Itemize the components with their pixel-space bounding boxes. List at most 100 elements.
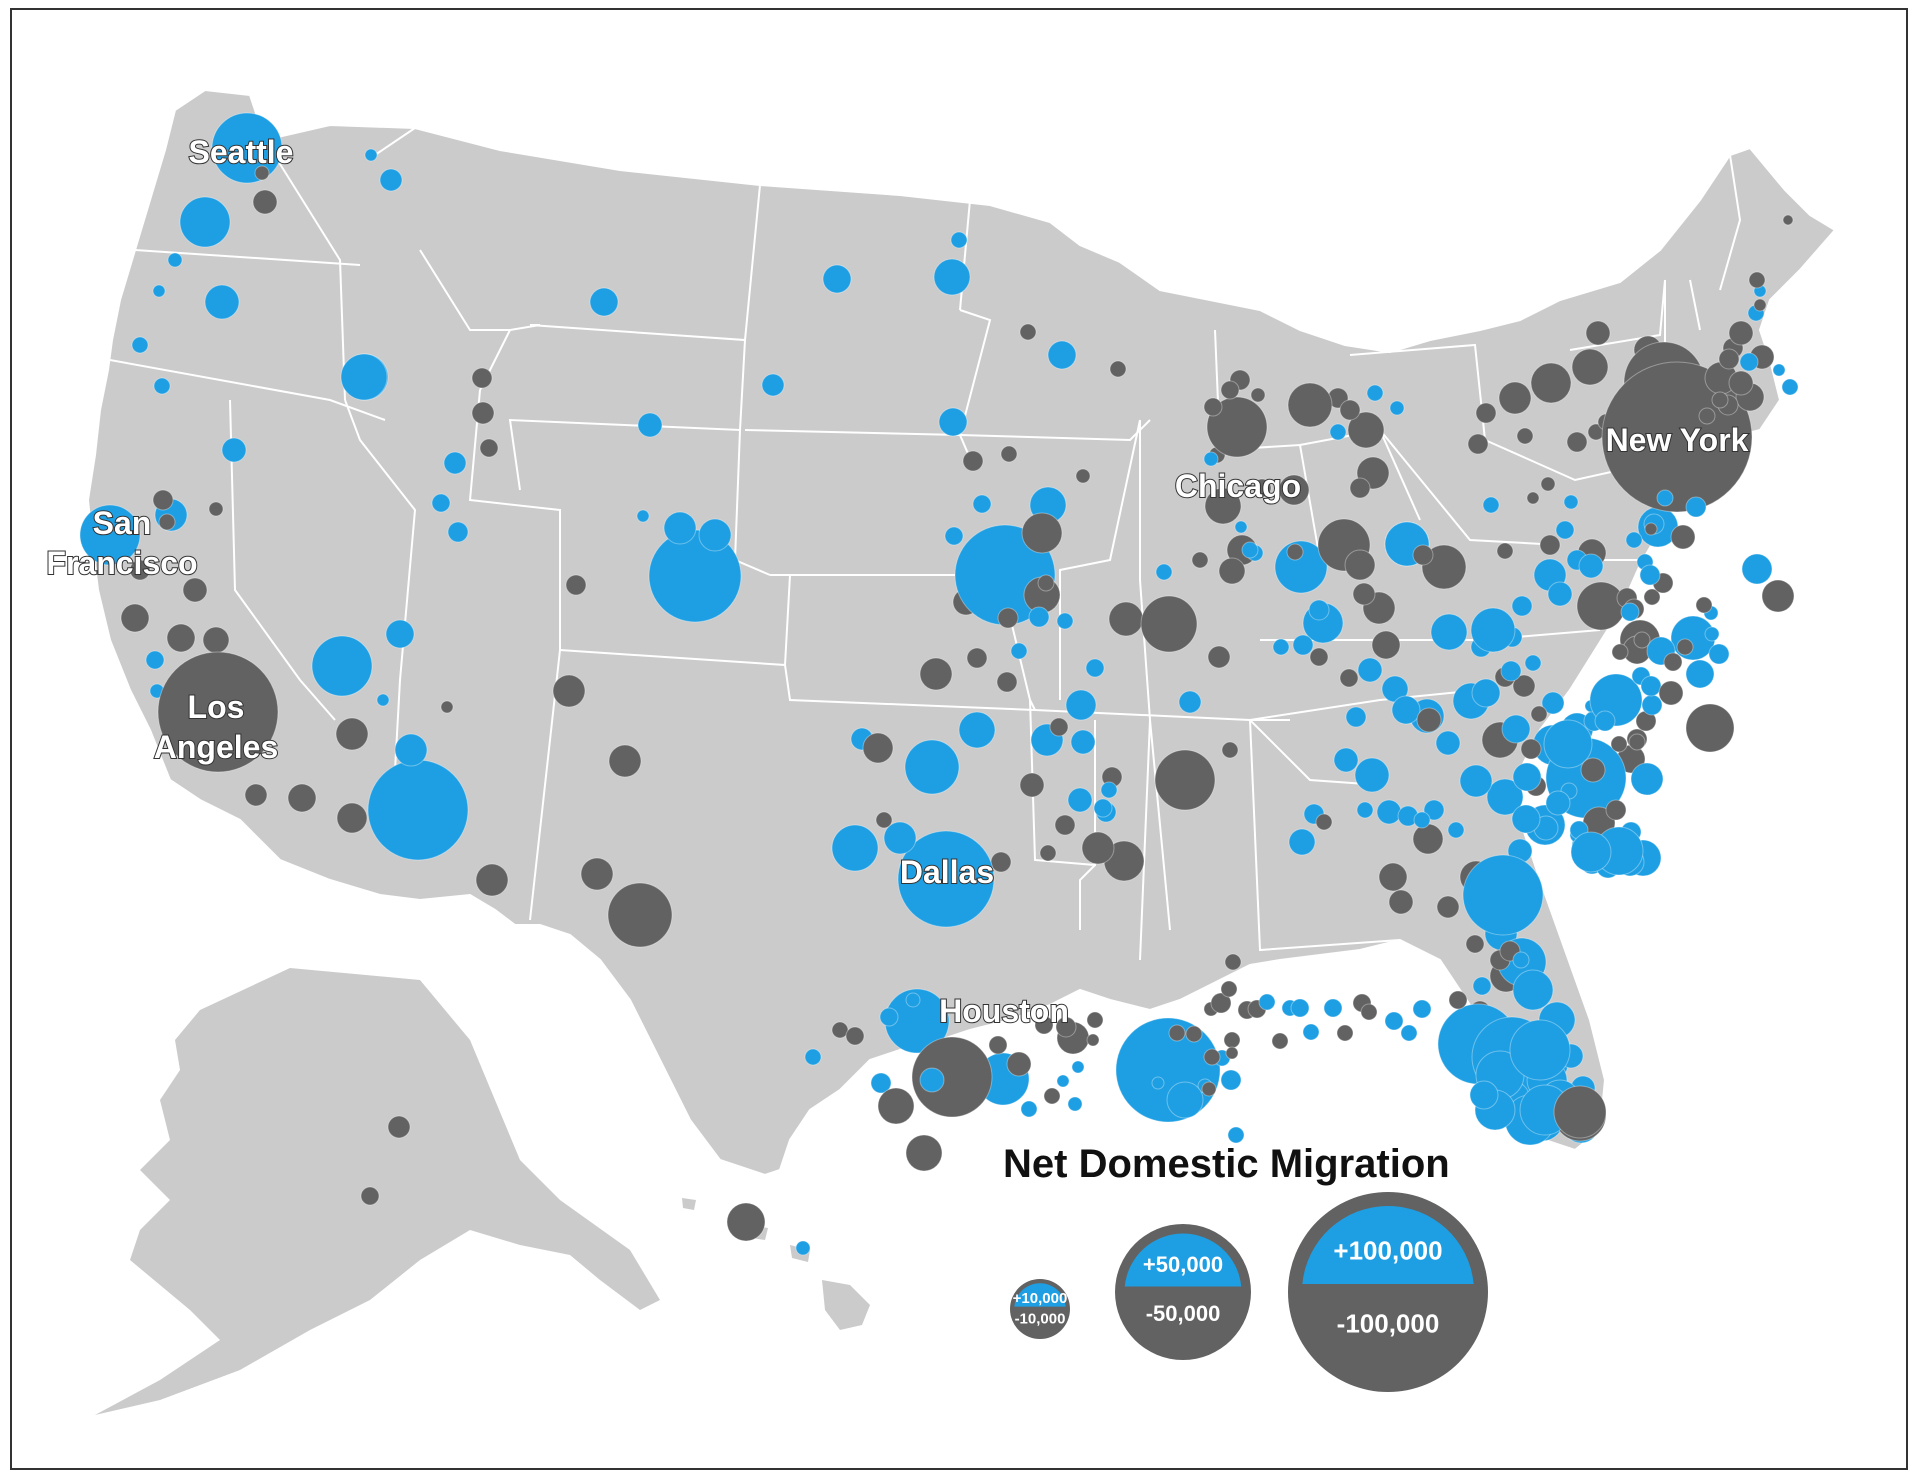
state-border bbox=[419, 249, 510, 331]
migration-loss-bubble bbox=[1185, 1025, 1203, 1043]
migration-gain-bubble bbox=[1472, 976, 1492, 996]
migration-gain-bubble bbox=[204, 284, 240, 320]
migration-loss-bubble bbox=[1203, 1048, 1221, 1066]
migration-gain-bubble bbox=[1685, 659, 1715, 689]
migration-gain-bubble bbox=[933, 258, 971, 296]
legend-title: Net Domestic Migration bbox=[1003, 1142, 1450, 1186]
state-border bbox=[508, 339, 746, 491]
migration-loss-bubble bbox=[1530, 362, 1572, 404]
migration-gain-bubble bbox=[79, 504, 141, 566]
migration-loss-bubble bbox=[1034, 1015, 1054, 1035]
migration-loss-bubble bbox=[471, 401, 495, 425]
city-label-houston: Houston bbox=[939, 993, 1069, 1029]
migration-loss-bubble bbox=[1610, 735, 1628, 753]
migration-loss-bubble bbox=[1695, 596, 1713, 614]
legend-gain-cap bbox=[1014, 1283, 1066, 1307]
migration-gain-bubble bbox=[1100, 781, 1118, 799]
migration-loss-bubble bbox=[1553, 1085, 1607, 1139]
migration-loss-bubble bbox=[1221, 741, 1239, 759]
migration-gain-bubble bbox=[1391, 695, 1421, 725]
migration-gain-bubble bbox=[944, 526, 964, 546]
migration-loss-bubble bbox=[166, 623, 196, 653]
migration-loss-bubble bbox=[244, 783, 268, 807]
migration-loss-bubble bbox=[1782, 214, 1794, 226]
migration-loss-bubble bbox=[1039, 844, 1057, 862]
migration-loss-bubble bbox=[1388, 889, 1414, 915]
migration-loss-bubble bbox=[845, 1026, 865, 1046]
migration-gain-bubble bbox=[1065, 689, 1097, 721]
migration-gain-bubble bbox=[364, 148, 378, 162]
migration-loss-bubble bbox=[1201, 1081, 1217, 1097]
migration-loss-bubble bbox=[1711, 391, 1729, 409]
migration-gain-bubble bbox=[904, 739, 960, 795]
migration-gain-bubble bbox=[1509, 1019, 1571, 1081]
migration-gain-bubble bbox=[1166, 1081, 1204, 1119]
migration-gain-bubble bbox=[1482, 496, 1500, 514]
migration-loss-bubble bbox=[1371, 630, 1401, 660]
migration-gain-bubble bbox=[1356, 801, 1374, 819]
migration-gain-bubble bbox=[1641, 694, 1663, 716]
migration-loss-bubble bbox=[1530, 705, 1548, 723]
migration-loss-bubble bbox=[1220, 380, 1240, 400]
migration-gain-bubble bbox=[1056, 612, 1074, 630]
state-border bbox=[134, 249, 361, 266]
city-label-line: San bbox=[93, 505, 152, 541]
migration-loss-bubble bbox=[1021, 512, 1063, 554]
state-border bbox=[1059, 419, 1141, 700]
state-border bbox=[1214, 329, 1321, 561]
migration-gain-bubble bbox=[589, 287, 619, 317]
migration-loss-bubble bbox=[875, 811, 893, 829]
state-border bbox=[959, 419, 1151, 442]
migration-gain-bubble bbox=[1308, 599, 1330, 621]
migration-gain-bubble bbox=[1563, 494, 1579, 510]
state-border bbox=[109, 359, 386, 421]
migration-loss-bubble bbox=[1252, 478, 1272, 498]
migration-gain-bubble bbox=[1471, 678, 1501, 708]
migration-loss-bubble bbox=[1315, 813, 1333, 831]
migration-gain-bubble bbox=[1739, 352, 1759, 372]
migration-loss-bubble bbox=[1633, 631, 1651, 649]
migration-loss-bubble bbox=[1224, 953, 1242, 971]
migration-loss-bubble bbox=[1203, 397, 1223, 417]
migration-loss-bubble bbox=[158, 513, 176, 531]
migration-loss-bubble bbox=[1000, 445, 1018, 463]
migration-gain-bubble bbox=[1329, 423, 1347, 441]
migration-gain-bubble bbox=[1056, 1074, 1070, 1088]
migration-loss-bubble bbox=[208, 501, 224, 517]
migration-loss-bubble bbox=[254, 165, 270, 181]
migration-gain-bubble bbox=[1258, 993, 1276, 1011]
migration-gain-bubble bbox=[950, 231, 968, 249]
migration-loss-bubble bbox=[1698, 407, 1716, 425]
migration-gain-bubble bbox=[1028, 606, 1050, 628]
migration-gain-bubble bbox=[1469, 1080, 1499, 1110]
migration-gain-bubble bbox=[1288, 828, 1316, 856]
migration-gain-bubble bbox=[1620, 602, 1640, 622]
migration-loss-bubble bbox=[1467, 433, 1489, 455]
migration-loss-bubble bbox=[1685, 703, 1735, 753]
migration-loss-bubble bbox=[1566, 431, 1588, 453]
migration-loss-bubble bbox=[1421, 544, 1467, 590]
migration-gain-bubble bbox=[152, 284, 166, 298]
migration-loss-bubble bbox=[1140, 595, 1198, 653]
migration-loss-bubble bbox=[1748, 271, 1766, 289]
migration-gain-bubble bbox=[1704, 626, 1720, 642]
state-border bbox=[1079, 864, 1096, 930]
migration-gain-bubble bbox=[1302, 1023, 1320, 1041]
migration-loss-bubble bbox=[1086, 1011, 1104, 1029]
migration-loss-bubble bbox=[1043, 1087, 1061, 1105]
migration-loss-bubble bbox=[990, 851, 1012, 873]
migration-gain-bubble bbox=[1412, 999, 1432, 1019]
migration-loss-bubble bbox=[988, 1035, 1008, 1055]
city-label-seattle: Seattle bbox=[189, 134, 294, 170]
migration-loss-bubble bbox=[1049, 717, 1069, 737]
migration-gain-bubble bbox=[1570, 831, 1612, 873]
migration-loss-bubble bbox=[1037, 574, 1055, 592]
migration-gain-bubble bbox=[1071, 1060, 1085, 1074]
migration-gain-bubble bbox=[1547, 581, 1573, 607]
migration-gain-bubble bbox=[1376, 799, 1402, 825]
migration-gain-bubble bbox=[1555, 520, 1575, 540]
migration-loss-bubble bbox=[1475, 402, 1497, 424]
migration-gain-bubble bbox=[1354, 757, 1390, 793]
legend-item: +50,000 -50,000 bbox=[1115, 1224, 1251, 1360]
